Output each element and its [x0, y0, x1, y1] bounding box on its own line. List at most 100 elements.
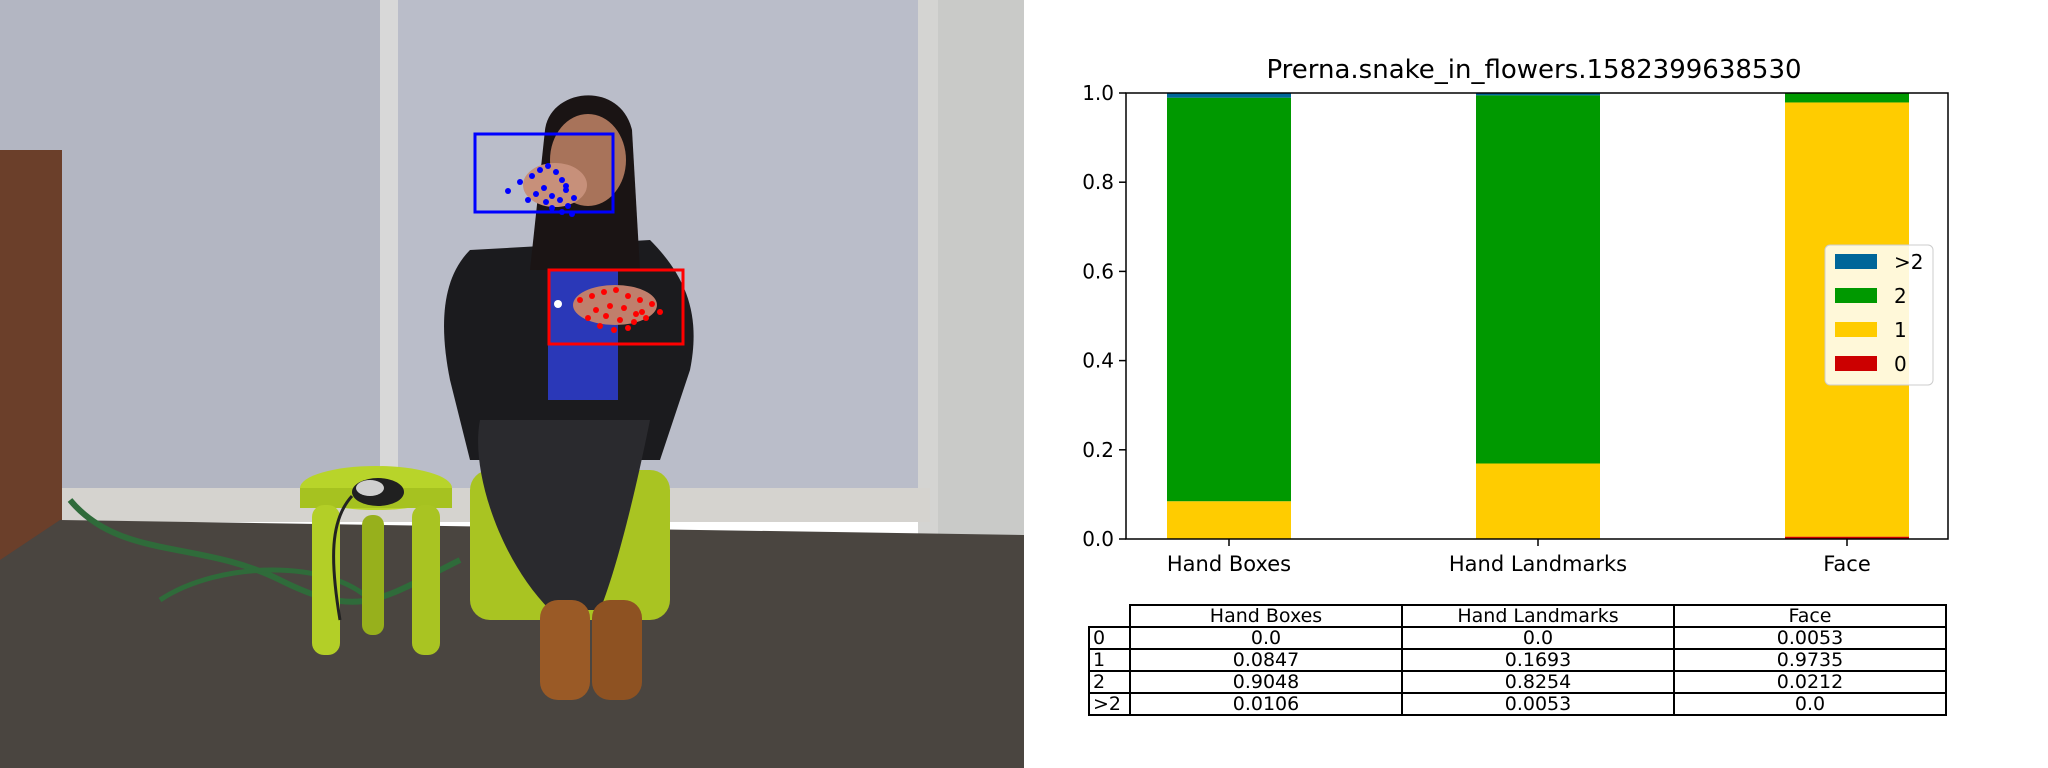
table-row: >2 0.0106 0.0053 0.0 — [1088, 692, 1947, 716]
right-hand-bounding-box — [547, 268, 685, 346]
landmark-dot — [559, 177, 565, 183]
landmark-dot — [625, 293, 631, 299]
table-cell: 0.0 — [1401, 626, 1675, 650]
landmark-dot — [545, 163, 551, 169]
landmark-dot — [565, 203, 571, 209]
table-header-cell: Face — [1673, 604, 1947, 628]
landmark-dot — [633, 311, 639, 317]
legend-swatch — [1835, 288, 1877, 303]
landmark-dot — [625, 325, 631, 331]
landmark-dot — [649, 301, 655, 307]
landmark-dot — [517, 179, 523, 185]
landmark-dot — [549, 193, 555, 199]
landmark-dot — [557, 197, 563, 203]
right-hand-landmarks — [554, 287, 663, 333]
y-tick-label: 0.0 — [1082, 527, 1114, 551]
landmark-dot — [617, 317, 623, 323]
table-cell: 0.1693 — [1401, 648, 1675, 672]
landmark-dot — [559, 209, 565, 215]
stacked-bar-chart: Prerna.snake_in_flowers.1582399638530 0.… — [1082, 55, 1949, 576]
table-header-cell: Hand Boxes — [1129, 604, 1403, 628]
landmark-dot — [549, 205, 555, 211]
legend-label: 1 — [1894, 318, 1907, 342]
landmark-dot — [563, 183, 569, 189]
landmark-dot — [553, 169, 559, 175]
y-tick-label: 0.8 — [1082, 170, 1114, 194]
legend-box — [1824, 244, 1934, 386]
landmark-dot — [525, 197, 531, 203]
table-row-label: 0 — [1088, 626, 1131, 650]
y-tick-label: 0.4 — [1082, 349, 1114, 373]
green-cable — [67, 498, 462, 605]
landmark-dot — [593, 307, 599, 313]
bars-group — [1167, 92, 1909, 539]
landmark-dot — [569, 211, 575, 217]
table-row: 0 0.0 0.0 0.0053 — [1088, 626, 1947, 650]
legend-swatch — [1835, 356, 1877, 371]
bar-segment — [1167, 92, 1291, 98]
wall-panel-left — [0, 0, 380, 490]
left-hand — [523, 163, 587, 207]
y-axis: 0.0 0.2 0.4 0.6 0.8 1.0 — [1082, 81, 1126, 551]
table-header-cell: Hand Landmarks — [1401, 604, 1675, 628]
x-tick-label: Hand Boxes — [1167, 552, 1291, 576]
landmark-dot — [607, 303, 613, 309]
bar-segment — [1785, 536, 1909, 539]
landmark-dot — [631, 319, 637, 325]
x-tick-label: Hand Landmarks — [1449, 552, 1627, 576]
left-hand-bounding-box — [473, 132, 615, 214]
landmark-dot — [577, 297, 583, 303]
plot-frame — [1125, 92, 1949, 540]
y-tick-label: 0.6 — [1082, 259, 1114, 283]
landmark-dot — [589, 293, 595, 299]
landmark-dot — [601, 289, 607, 295]
landmark-dot — [543, 199, 549, 205]
table-cell: 0.9735 — [1673, 648, 1947, 672]
y-tick-label: 1.0 — [1082, 81, 1114, 105]
legend-swatch — [1835, 254, 1877, 269]
table-cell: 0.0847 — [1129, 648, 1403, 672]
legend: >2 2 1 0 — [1824, 244, 1934, 386]
landmark-dot — [603, 313, 609, 319]
wall-divider-right — [918, 0, 938, 540]
table-cell: 0.8254 — [1401, 670, 1675, 694]
landmark-dot — [637, 297, 643, 303]
wood-cabinet — [0, 150, 62, 590]
landmark-dot — [533, 191, 539, 197]
legend-label: 2 — [1894, 284, 1907, 308]
table-cell: 0.0212 — [1673, 670, 1947, 694]
table-row-label: >2 — [1088, 692, 1131, 716]
bar-segment — [1476, 93, 1600, 96]
table-header-row: Hand Boxes Hand Landmarks Face — [1089, 604, 1947, 628]
y-tick-label: 0.2 — [1082, 438, 1114, 462]
table-cell: 0.0106 — [1129, 692, 1403, 716]
table-cell: 0.0053 — [1401, 692, 1675, 716]
table-cell: 0.9048 — [1129, 670, 1403, 694]
chart-panel: Prerna.snake_in_flowers.1582399638530 0.… — [1024, 0, 2048, 768]
table-row: 2 0.9048 0.8254 0.0212 — [1088, 670, 1947, 694]
door-frame — [938, 0, 1024, 540]
person-legs — [478, 420, 650, 610]
carpet-floor — [0, 520, 1024, 768]
bar-segment — [1167, 97, 1291, 502]
landmark-dot — [571, 195, 577, 201]
landmark-dot — [597, 323, 603, 329]
landmark-dot — [639, 309, 645, 315]
video-frame-image — [0, 0, 1024, 768]
table-cell: 0.0 — [1673, 692, 1947, 716]
landmark-dot — [585, 315, 591, 321]
bar-segment — [1167, 501, 1291, 539]
bar-segment — [1785, 93, 1909, 103]
landmark-dot — [505, 188, 511, 194]
video-frame — [0, 0, 1024, 768]
landmark-dot — [621, 305, 627, 311]
bar-segment — [1476, 463, 1600, 539]
landmark-dot — [657, 309, 663, 315]
table-row: 1 0.0847 0.1693 0.9735 — [1088, 648, 1947, 672]
left-hand-landmarks — [505, 163, 577, 217]
landmark-dot — [529, 173, 535, 179]
legend-swatch — [1835, 322, 1877, 337]
wall-divider-left — [380, 0, 398, 490]
table-corner-cell — [1089, 605, 1131, 628]
bar-segment — [1476, 95, 1600, 464]
